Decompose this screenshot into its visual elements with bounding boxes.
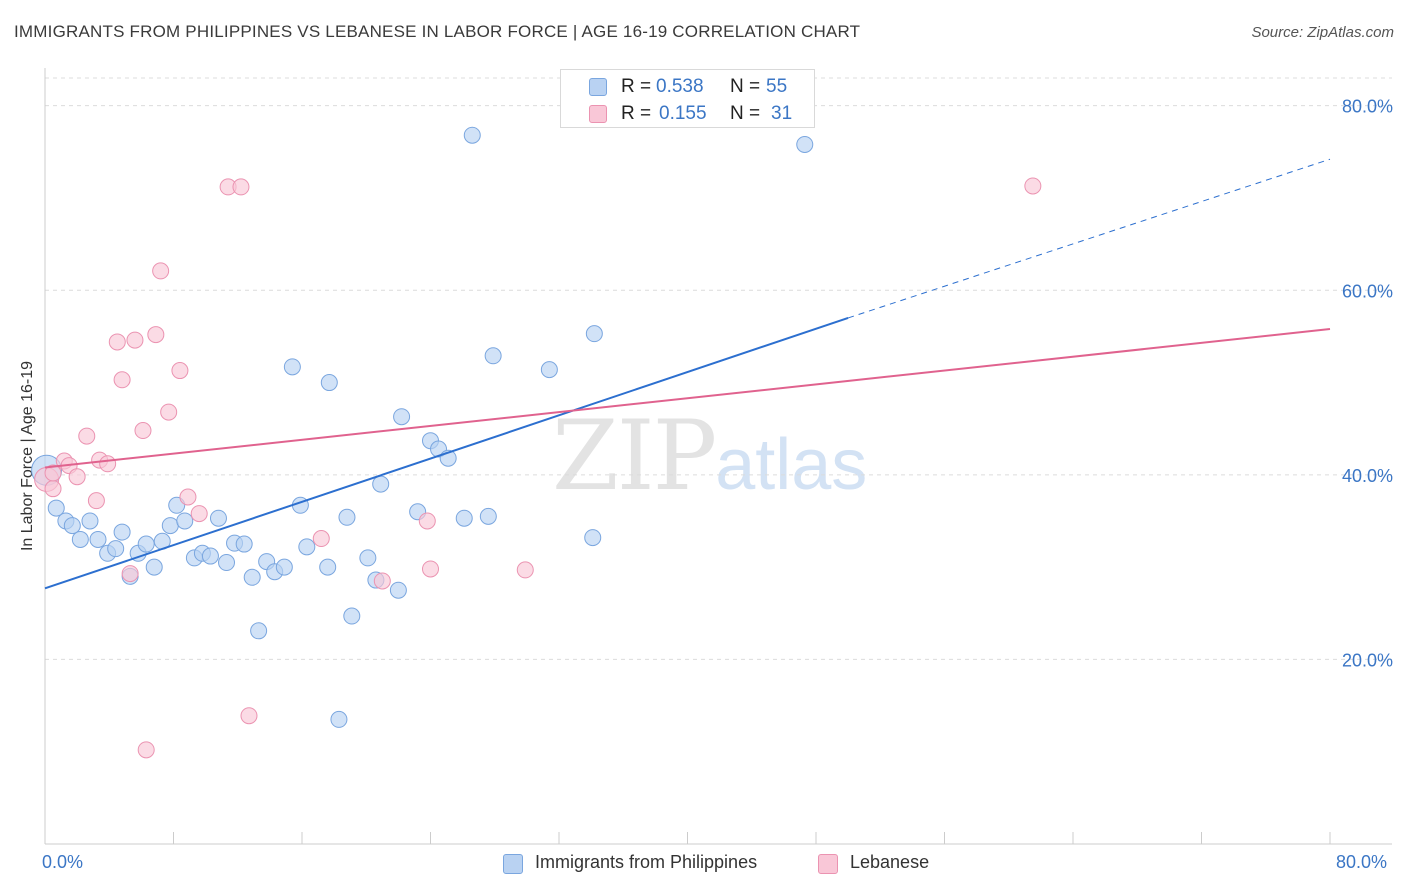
watermark-atlas: atlas — [715, 425, 868, 505]
philippines-point — [63, 517, 81, 535]
lebanese-n-label: N = — [730, 103, 761, 124]
philippines-point — [585, 325, 603, 343]
chart-title: IMMIGRANTS FROM PHILIPPINES VS LEBANESE … — [14, 22, 861, 41]
philippines-point — [47, 499, 65, 517]
philippines-point — [137, 535, 155, 553]
philippines-point — [455, 509, 473, 527]
lebanese-point — [44, 464, 62, 482]
philippines-point — [145, 558, 163, 576]
philippines-point — [107, 540, 125, 558]
philippines-point — [201, 547, 219, 565]
source-label: Source: ZipAtlas.com — [1251, 24, 1394, 41]
philippines-point — [113, 523, 131, 541]
philippines-trend-line — [44, 317, 849, 590]
philippines-point — [372, 475, 390, 493]
philippines-legend-swatch — [503, 854, 523, 874]
philippines-point — [71, 530, 89, 548]
philippines-point — [796, 135, 814, 153]
philippines-point — [89, 530, 107, 548]
philippines-point — [275, 558, 293, 576]
lebanese-point — [44, 480, 62, 498]
lebanese-point — [312, 530, 330, 548]
philippines-point — [161, 517, 179, 535]
philippines-point — [359, 549, 377, 567]
philippines-r-label: R = — [621, 76, 652, 97]
philippines-point — [389, 581, 407, 599]
lebanese-point — [134, 422, 152, 440]
philippines-r-value: 0.538 — [656, 76, 704, 97]
lebanese-point — [121, 565, 139, 583]
philippines-point — [479, 507, 497, 525]
lebanese-point — [1024, 177, 1042, 195]
philippines-point — [283, 358, 301, 376]
y-tick-label: 80.0% — [1342, 97, 1393, 117]
correlation-legend: R = 0.538 N = 55 R = 0.155 N = 31 — [560, 69, 815, 128]
x-tick-max: 80.0% — [1336, 852, 1388, 872]
philippines-n-value: 55 — [766, 76, 788, 97]
lebanese-point — [126, 331, 144, 349]
philippines-point — [235, 535, 253, 553]
watermark-zip: ZIP — [552, 400, 717, 512]
philippines-point — [176, 512, 194, 530]
philippines-point — [463, 126, 481, 144]
philippines-point — [393, 408, 411, 426]
watermark: ZIPatlas — [552, 400, 867, 512]
y-tick-label: 20.0% — [1342, 650, 1393, 670]
lebanese-n-value: 31 — [771, 103, 793, 124]
philippines-point — [484, 347, 502, 365]
philippines-swatch — [589, 78, 607, 96]
philippines-point — [540, 361, 558, 379]
lebanese-point — [68, 468, 86, 486]
lebanese-point — [160, 403, 178, 421]
lebanese-r-value: 0.155 — [659, 103, 707, 124]
lebanese-point — [179, 488, 197, 506]
lebanese-point — [147, 326, 165, 344]
lebanese-point — [78, 427, 96, 445]
philippines-point — [243, 568, 261, 586]
lebanese-point — [87, 492, 105, 510]
philippines-point — [319, 558, 337, 576]
philippines-point — [338, 508, 356, 526]
y-tick-label: 60.0% — [1342, 281, 1393, 301]
lebanese-point — [99, 455, 117, 473]
lebanese-point — [373, 572, 391, 590]
lebanese-point — [152, 262, 170, 280]
lebanese-point — [232, 178, 250, 196]
lebanese-point — [516, 561, 534, 579]
philippines-point — [81, 512, 99, 530]
lebanese-point — [422, 560, 439, 578]
philippines-n-label: N = — [730, 76, 761, 97]
lebanese-swatch — [589, 105, 607, 123]
lebanese-trend-line — [44, 328, 1331, 469]
lebanese-point — [190, 505, 208, 523]
philippines-legend-label: Immigrants from Philippines — [535, 852, 758, 872]
philippines-trend-extension — [847, 158, 1331, 319]
lebanese-point — [171, 362, 189, 380]
philippines-point — [320, 374, 338, 392]
philippines-point — [250, 622, 268, 640]
philippines-point — [209, 509, 227, 527]
lebanese-point — [137, 741, 155, 759]
philippines-point — [218, 554, 236, 572]
x-tick-min: 0.0% — [42, 852, 84, 872]
philippines-point — [343, 607, 361, 625]
lebanese-point — [240, 707, 258, 725]
lebanese-legend-swatch — [818, 854, 838, 874]
lebanese-point — [113, 371, 131, 389]
philippines-point — [330, 710, 348, 728]
philippines-point — [584, 529, 602, 547]
lebanese-point — [418, 512, 436, 530]
philippines-point — [298, 538, 316, 556]
lebanese-r-label: R = — [621, 103, 652, 124]
lebanese-point — [108, 333, 126, 351]
y-tick-label: 40.0% — [1342, 466, 1393, 486]
lebanese-legend-label: Lebanese — [850, 852, 930, 872]
